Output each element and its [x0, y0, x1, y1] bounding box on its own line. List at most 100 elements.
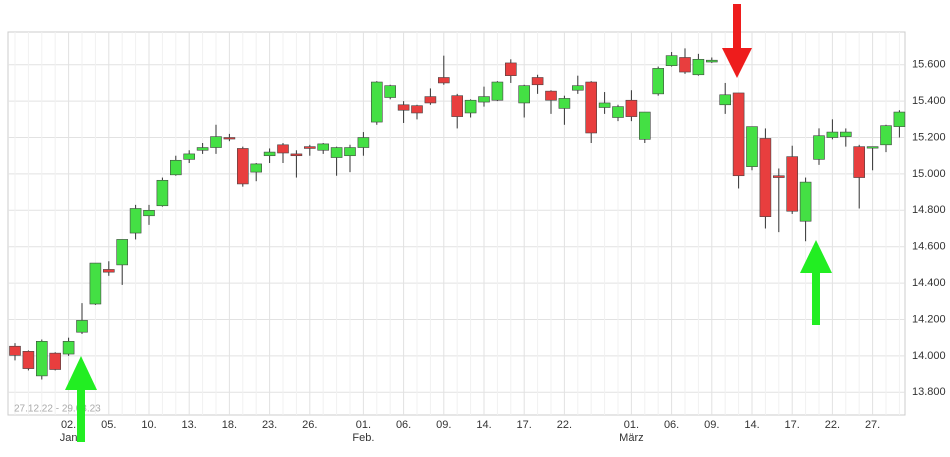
- candle-body: [451, 95, 464, 117]
- candle-body: [183, 153, 195, 160]
- candle-body: [237, 148, 249, 185]
- candle-body: [397, 104, 410, 111]
- x-tick-label: 13.: [182, 419, 197, 431]
- candle-body: [317, 143, 330, 151]
- candle-body: [853, 146, 866, 178]
- x-tick-label: 10.: [141, 419, 156, 431]
- x-tick-label: 01.: [624, 419, 639, 431]
- candle-body: [679, 57, 691, 73]
- candle-body: [759, 138, 772, 217]
- candle-body: [437, 77, 450, 84]
- x-month-label: Jan: [60, 432, 78, 444]
- y-tick-label: 14.800: [912, 204, 946, 216]
- candle-body: [746, 126, 758, 167]
- x-tick-label: 06.: [396, 419, 411, 431]
- buy-arrow: [800, 240, 832, 325]
- candle-body: [531, 77, 544, 86]
- sell-arrow: [722, 4, 752, 78]
- candle-body: [518, 85, 531, 104]
- candle-body: [880, 125, 892, 146]
- candle-body: [893, 111, 906, 127]
- candle-body: [344, 147, 356, 157]
- x-tick-label: 23.: [262, 419, 277, 431]
- x-tick-label: 09.: [704, 419, 719, 431]
- x-tick-label: 14.: [744, 419, 759, 431]
- x-month-label: Feb.: [352, 432, 374, 444]
- candle-body: [250, 163, 262, 173]
- grid: [8, 32, 905, 415]
- candle-body: [116, 239, 128, 266]
- candle-body: [143, 210, 155, 217]
- candle-body: [156, 179, 169, 207]
- candle-body: [22, 351, 35, 369]
- x-tick-label: 17.: [517, 419, 532, 431]
- plot-area: [7, 31, 906, 416]
- candle-body: [277, 144, 289, 154]
- x-tick-label: 14.: [476, 419, 491, 431]
- candle-body: [732, 92, 745, 177]
- candle-body: [866, 146, 879, 149]
- candle-body: [491, 81, 504, 101]
- candle-body: [558, 98, 571, 109]
- candle-body: [705, 59, 718, 63]
- y-tick-label: 14.400: [912, 277, 946, 289]
- candle-body: [478, 96, 490, 103]
- candle-body: [196, 147, 209, 151]
- candle-body: [813, 135, 825, 160]
- candle-body: [424, 96, 437, 104]
- candle-body: [799, 181, 812, 222]
- candle-body: [772, 175, 785, 178]
- candle-body: [598, 102, 611, 108]
- candle-body: [62, 341, 75, 355]
- candle-body: [652, 68, 665, 95]
- x-tick-label: 05.: [101, 419, 116, 431]
- candle-body: [545, 90, 557, 101]
- y-tick-label: 15.600: [912, 59, 946, 71]
- x-tick-label: 18.: [222, 419, 237, 431]
- x-tick-label: 02.: [61, 419, 76, 431]
- candle-body: [170, 159, 182, 176]
- candle-body: [612, 106, 624, 118]
- x-tick-label: 01.: [356, 419, 371, 431]
- candle-body: [504, 62, 517, 76]
- date-range: 27.12.22 - 29.03.23: [14, 404, 101, 415]
- candle-body: [9, 345, 21, 356]
- x-tick-label: 17.: [785, 419, 800, 431]
- candle-body: [411, 105, 423, 114]
- candle-body: [35, 341, 48, 377]
- candle-body: [638, 111, 651, 140]
- candle-body: [76, 320, 88, 333]
- candle-body: [223, 137, 236, 140]
- x-month-label: März: [619, 432, 643, 444]
- candle-body: [839, 131, 852, 137]
- buy-arrow: [65, 356, 97, 442]
- candle-body: [665, 55, 678, 66]
- x-tick-label: 06.: [664, 419, 679, 431]
- candle-body: [290, 153, 303, 157]
- y-tick-label: 15.400: [912, 95, 946, 107]
- candle-body: [103, 269, 115, 273]
- x-tick-label: 26.: [302, 419, 317, 431]
- candle-body: [719, 94, 732, 106]
- candle-body: [129, 208, 142, 234]
- candle-body: [464, 99, 477, 114]
- candle-body: [692, 58, 705, 76]
- y-tick-label: 14.200: [912, 313, 946, 325]
- candle-body: [384, 85, 397, 98]
- x-tick-label: 22.: [825, 419, 840, 431]
- x-tick-label: 09.: [436, 419, 451, 431]
- candle-body: [585, 81, 598, 134]
- candle-body: [571, 85, 584, 91]
- candle-body: [786, 156, 799, 212]
- candle-body: [357, 137, 370, 148]
- candle-body: [370, 81, 383, 123]
- candle-body: [263, 151, 276, 157]
- y-tick-label: 15.200: [912, 131, 946, 143]
- candle-body: [89, 262, 102, 305]
- candle-body: [330, 147, 343, 158]
- x-tick-label: 22.: [557, 419, 572, 431]
- candle-body: [625, 99, 638, 117]
- candle-body: [826, 131, 839, 138]
- candles: [9, 48, 906, 380]
